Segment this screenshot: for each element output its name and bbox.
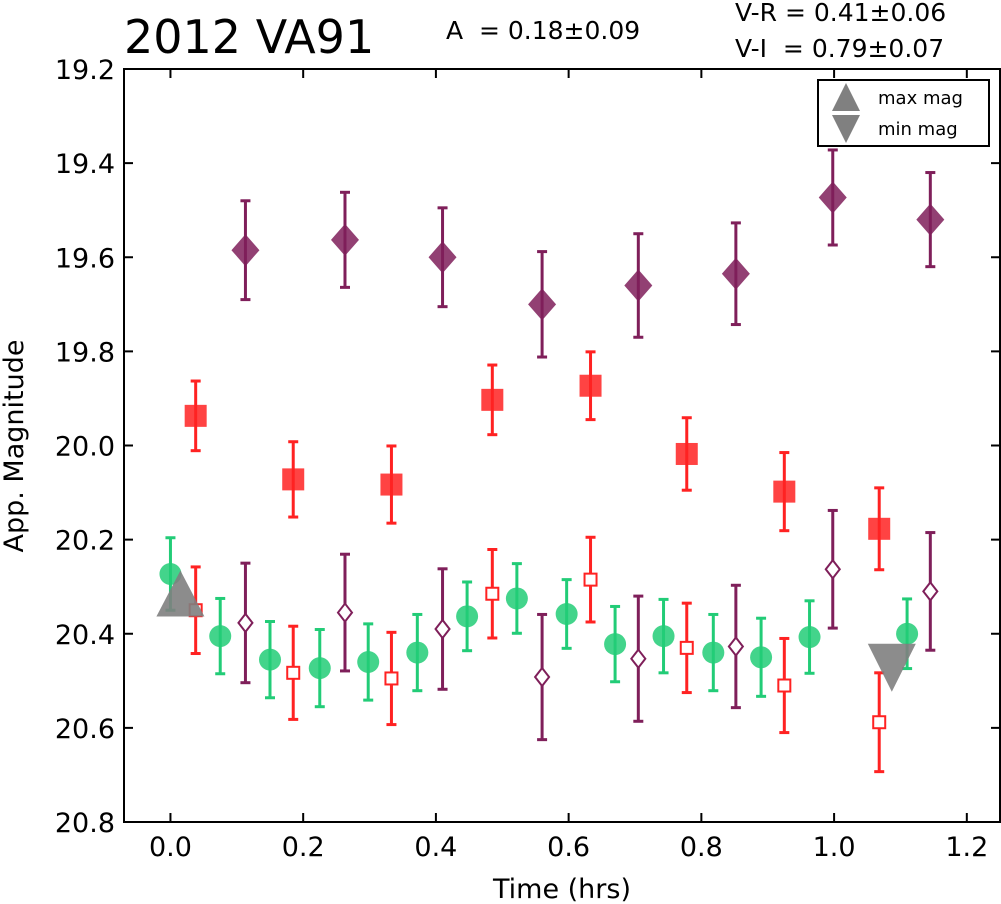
- data-point-diamond: [428, 241, 457, 274]
- min-mag-marker: [867, 643, 916, 692]
- data-point-circle: [505, 587, 528, 610]
- legend-min-mag-icon: [832, 115, 860, 143]
- data-point-diamond: [818, 181, 847, 214]
- x-tick-label: 0.8: [680, 832, 723, 863]
- data-point-circle: [456, 605, 479, 628]
- y-tick-label: 20.2: [55, 526, 115, 557]
- data-point-square: [868, 517, 891, 540]
- data-point-square-open: [286, 665, 301, 680]
- data-point-diamond-open: [336, 601, 354, 624]
- data-point-diamond-open: [922, 580, 939, 603]
- data-point-square: [773, 480, 796, 503]
- data-point-diamond: [624, 269, 653, 302]
- y-tick-label: 20.6: [55, 714, 115, 745]
- y-tick-label: 19.6: [55, 243, 115, 274]
- chart-title: 2012 VA91: [124, 10, 375, 64]
- data-point-circle: [308, 657, 331, 680]
- data-point-diamond: [231, 234, 260, 267]
- data-point-square-open: [777, 678, 792, 693]
- y-tick-label: 20.0: [55, 432, 115, 463]
- x-tick-label: 0.6: [547, 832, 590, 863]
- y-tick-label: 19.2: [55, 55, 115, 86]
- y-tick-label: 19.8: [55, 337, 115, 368]
- ticks-layer: 0.0 0.2 0.4 0.6 0.8 1.0 1.2 19.2 19.4 19.6 19.8 20.…: [55, 55, 1000, 863]
- data-point-square: [481, 388, 504, 411]
- x-tick-label: 0.2: [282, 832, 325, 863]
- y-tick-label: 20.4: [55, 620, 115, 651]
- data-point-diamond: [721, 257, 750, 290]
- y-tick-label: 20.8: [55, 808, 115, 839]
- data-point-square-open: [872, 715, 887, 730]
- data-point-circle: [555, 602, 578, 625]
- data-point-circle: [259, 648, 281, 671]
- amplitude-label: A = 0.18±0.09: [446, 16, 641, 45]
- x-axis-label: Time (hrs): [492, 874, 631, 904]
- data-point-square: [675, 442, 698, 465]
- data-point-circle: [604, 633, 627, 656]
- data-point-square: [282, 468, 305, 491]
- data-point-square: [184, 404, 207, 427]
- data-point-square-open: [485, 586, 500, 601]
- data-point-circle: [406, 641, 429, 664]
- y-axis-label: App. Magnitude: [0, 340, 30, 553]
- x-tick-label: 0.4: [414, 832, 457, 863]
- v-r-color-label: V-R = 0.41±0.06: [735, 0, 947, 27]
- x-tick-label: 0.0: [149, 832, 192, 863]
- data-point-square-open: [679, 640, 694, 655]
- data-point-diamond: [528, 288, 557, 321]
- y-tick-label: 19.4: [55, 149, 115, 180]
- data-point-diamond-open: [824, 558, 842, 580]
- data-point-circle: [750, 646, 773, 669]
- marks-layer: [156, 148, 945, 774]
- data-point-diamond-open: [727, 635, 745, 658]
- data-point-diamond-open: [630, 648, 647, 670]
- data-point-circle: [896, 622, 919, 645]
- data-point-square-open: [384, 671, 399, 686]
- data-point-diamond-open: [434, 618, 451, 640]
- data-point-diamond: [916, 203, 945, 236]
- data-point-circle: [357, 650, 380, 673]
- data-point-diamond: [330, 223, 359, 256]
- data-point-square-open: [583, 572, 598, 587]
- data-point-diamond-open: [533, 666, 551, 688]
- plot-frame: [123, 68, 1001, 823]
- data-point-circle: [702, 641, 725, 664]
- legend-min-mag-label: min mag: [878, 119, 958, 140]
- data-point-square: [380, 473, 403, 496]
- x-tick-label: 1.2: [945, 832, 988, 863]
- data-point-circle: [652, 625, 675, 648]
- data-point-square: [579, 374, 602, 397]
- data-point-circle: [798, 626, 821, 649]
- data-point-diamond-open: [237, 612, 254, 634]
- max-mag-marker: [156, 570, 205, 617]
- legend: max mag min mag: [817, 79, 990, 147]
- data-point-circle: [209, 625, 232, 648]
- legend-max-mag-icon: [832, 83, 860, 111]
- x-tick-label: 1.0: [813, 832, 856, 863]
- v-i-color-label: V-I = 0.79±0.07: [735, 34, 945, 63]
- legend-max-mag-label: max mag: [878, 88, 963, 109]
